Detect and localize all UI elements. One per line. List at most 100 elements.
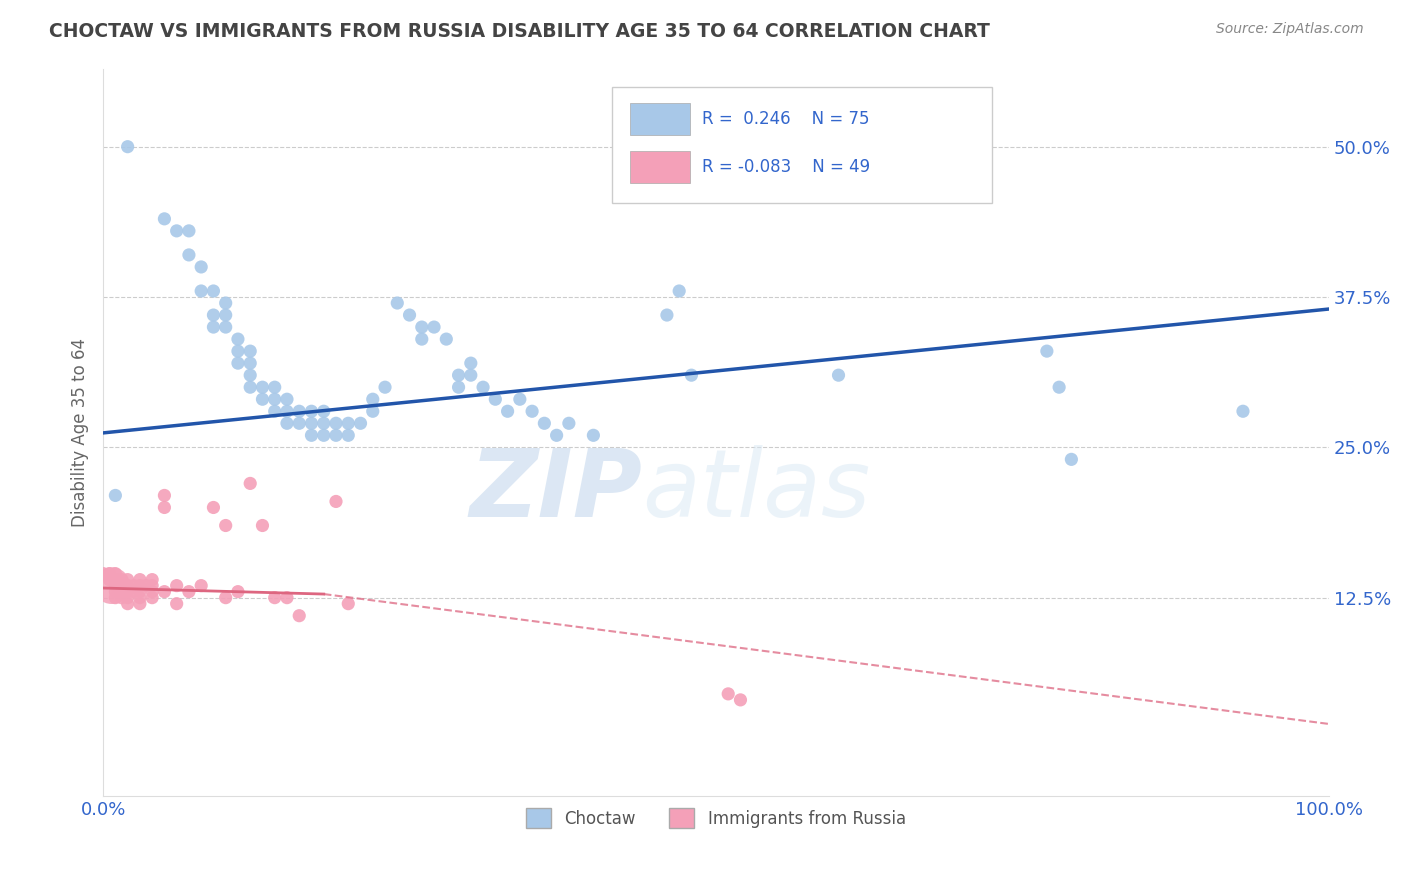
Point <box>288 608 311 623</box>
Text: R =  0.246    N = 75: R = 0.246 N = 75 <box>703 111 870 128</box>
Point <box>827 368 849 383</box>
Y-axis label: Disability Age 35 to 64: Disability Age 35 to 64 <box>72 338 89 527</box>
Point <box>202 284 225 298</box>
Point <box>190 260 212 274</box>
Point <box>166 224 188 238</box>
Point <box>301 404 323 418</box>
Point <box>215 296 238 310</box>
Point <box>202 500 225 515</box>
Point <box>301 417 323 431</box>
Point <box>202 308 225 322</box>
Point <box>239 380 262 394</box>
Point <box>104 591 127 605</box>
Point <box>681 368 703 383</box>
Point <box>398 308 420 322</box>
FancyBboxPatch shape <box>630 151 690 183</box>
Point <box>226 584 249 599</box>
Point <box>190 284 212 298</box>
Point <box>117 579 139 593</box>
Point <box>100 579 122 593</box>
Point <box>141 591 163 605</box>
Point <box>1232 404 1254 418</box>
Point <box>387 296 409 310</box>
Point <box>122 584 145 599</box>
Point <box>263 392 285 407</box>
Point <box>177 224 200 238</box>
Point <box>110 591 132 605</box>
Point <box>337 428 360 442</box>
Point <box>411 320 433 334</box>
Point <box>135 579 157 593</box>
Point <box>166 597 188 611</box>
Point <box>509 392 531 407</box>
FancyBboxPatch shape <box>612 87 991 203</box>
Point <box>631 176 654 190</box>
Point <box>288 404 311 418</box>
Text: atlas: atlas <box>643 445 870 536</box>
Point <box>104 579 127 593</box>
Point <box>582 428 605 442</box>
Point <box>129 597 152 611</box>
Point <box>166 579 188 593</box>
Point <box>117 573 139 587</box>
Point <box>423 320 446 334</box>
Point <box>110 579 132 593</box>
Point <box>104 573 127 587</box>
Point <box>252 518 274 533</box>
Point <box>110 584 132 599</box>
Point <box>655 308 678 322</box>
Point <box>325 428 347 442</box>
Point <box>129 584 152 599</box>
Point <box>276 404 298 418</box>
Point <box>325 494 347 508</box>
Point <box>239 476 262 491</box>
Point <box>215 320 238 334</box>
Point <box>1036 344 1059 359</box>
Point <box>460 356 482 370</box>
Point <box>98 566 121 581</box>
Point <box>110 573 132 587</box>
Point <box>533 417 555 431</box>
Point <box>717 687 740 701</box>
Point <box>129 573 152 587</box>
Point <box>361 404 384 418</box>
Point <box>730 693 752 707</box>
Point <box>141 579 163 593</box>
Point <box>546 428 568 442</box>
Point <box>117 591 139 605</box>
Point <box>374 380 396 394</box>
Point <box>239 368 262 383</box>
Point <box>472 380 495 394</box>
Point <box>226 356 249 370</box>
Point <box>117 584 139 599</box>
Point <box>460 368 482 383</box>
Point <box>129 579 152 593</box>
Point <box>312 428 335 442</box>
Point <box>177 584 200 599</box>
Point <box>447 380 470 394</box>
Point <box>226 344 249 359</box>
Point <box>263 591 285 605</box>
Point <box>312 417 335 431</box>
Point <box>301 428 323 442</box>
Point <box>411 332 433 346</box>
Point <box>104 488 127 502</box>
Point <box>239 344 262 359</box>
Point <box>153 584 176 599</box>
Point <box>337 597 360 611</box>
Point <box>226 332 249 346</box>
Point <box>263 404 285 418</box>
Point <box>215 591 238 605</box>
Text: CHOCTAW VS IMMIGRANTS FROM RUSSIA DISABILITY AGE 35 TO 64 CORRELATION CHART: CHOCTAW VS IMMIGRANTS FROM RUSSIA DISABI… <box>49 22 990 41</box>
Point <box>104 566 127 581</box>
Point <box>434 332 457 346</box>
Point <box>239 356 262 370</box>
Point <box>153 488 176 502</box>
Text: ZIP: ZIP <box>470 444 643 536</box>
Point <box>288 417 311 431</box>
Point <box>98 573 121 587</box>
Point <box>122 579 145 593</box>
Point <box>619 163 641 178</box>
Point <box>153 211 176 226</box>
Point <box>558 417 581 431</box>
